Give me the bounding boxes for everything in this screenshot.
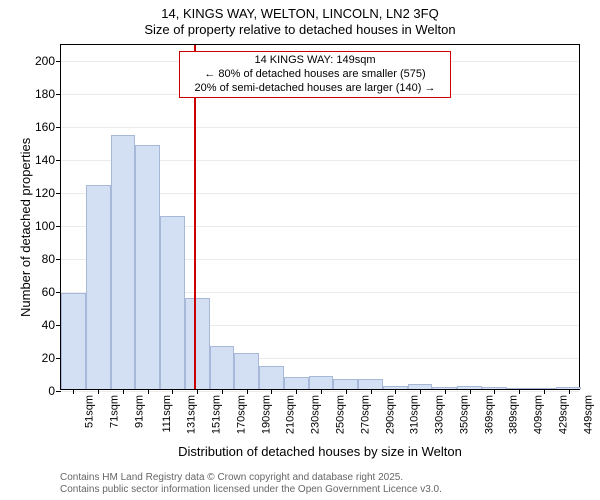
title-line2: Size of property relative to detached ho…	[0, 22, 600, 38]
x-tick-label: 71sqm	[109, 395, 121, 428]
x-tick-mark	[197, 389, 198, 394]
x-tick-label: 369sqm	[483, 395, 495, 434]
x-tick-label: 330sqm	[434, 395, 446, 434]
x-tick-mark	[569, 389, 570, 394]
x-tick-mark	[271, 389, 272, 394]
y-tick-label: 140	[35, 153, 55, 167]
footer-text: Contains HM Land Registry data © Crown c…	[60, 472, 442, 496]
x-tick-mark	[445, 389, 446, 394]
x-tick-label: 111sqm	[160, 395, 172, 433]
x-tick-label: 131sqm	[186, 395, 198, 434]
x-tick-mark	[470, 389, 471, 394]
x-tick-label: 51sqm	[84, 395, 96, 428]
chart-title: 14, KINGS WAY, WELTON, LINCOLN, LN2 3FQ …	[0, 0, 600, 39]
x-tick-label: 170sqm	[236, 395, 248, 434]
x-tick-label: 429sqm	[557, 395, 569, 434]
y-tick-mark	[56, 226, 61, 227]
y-tick-mark	[56, 259, 61, 260]
y-tick-label: 20	[42, 351, 55, 365]
gridline	[61, 391, 579, 392]
footer-line2: Contains public sector information licen…	[60, 484, 442, 496]
annotation-box: 14 KINGS WAY: 149sqm← 80% of detached ho…	[179, 51, 451, 98]
histogram-bar	[185, 298, 210, 389]
x-tick-mark	[222, 389, 223, 394]
x-tick-label: 389sqm	[508, 395, 520, 434]
x-tick-label: 190sqm	[260, 395, 272, 434]
x-tick-label: 290sqm	[384, 395, 396, 434]
y-tick-mark	[56, 391, 61, 392]
histogram-bar	[284, 377, 309, 389]
x-tick-label: 210sqm	[285, 395, 297, 434]
x-tick-mark	[519, 389, 520, 394]
x-tick-mark	[346, 389, 347, 394]
x-tick-label: 230sqm	[310, 395, 322, 434]
y-tick-mark	[56, 160, 61, 161]
histogram-bar	[259, 366, 284, 389]
histogram-bar	[234, 353, 259, 389]
x-tick-mark	[371, 389, 372, 394]
title-line1: 14, KINGS WAY, WELTON, LINCOLN, LN2 3FQ	[0, 6, 600, 22]
histogram-bar	[333, 379, 358, 389]
x-tick-mark	[494, 389, 495, 394]
chart-container: 14, KINGS WAY, WELTON, LINCOLN, LN2 3FQ …	[0, 0, 600, 500]
x-tick-mark	[98, 389, 99, 394]
x-tick-mark	[247, 389, 248, 394]
x-tick-mark	[544, 389, 545, 394]
annotation-line: ← 80% of detached houses are smaller (57…	[184, 68, 446, 82]
histogram-bar	[160, 216, 185, 389]
y-tick-label: 0	[48, 384, 55, 398]
histogram-bar	[61, 293, 86, 389]
x-tick-mark	[123, 389, 124, 394]
y-tick-label: 40	[42, 318, 55, 332]
histogram-bar	[210, 346, 235, 389]
x-tick-label: 310sqm	[409, 395, 421, 434]
y-axis-title: Number of detached properties	[18, 138, 33, 317]
x-tick-mark	[296, 389, 297, 394]
gridline	[61, 127, 579, 128]
x-tick-label: 350sqm	[458, 395, 470, 434]
y-tick-label: 60	[42, 285, 55, 299]
x-tick-label: 151sqm	[211, 395, 223, 434]
x-tick-label: 91sqm	[133, 395, 145, 428]
histogram-bar	[111, 135, 136, 389]
y-tick-mark	[56, 94, 61, 95]
y-tick-mark	[56, 127, 61, 128]
annotation-line: 20% of semi-detached houses are larger (…	[184, 82, 446, 96]
x-tick-label: 409sqm	[533, 395, 545, 434]
histogram-bar	[309, 376, 334, 389]
annotation-line: 14 KINGS WAY: 149sqm	[184, 54, 446, 68]
y-tick-label: 80	[42, 252, 55, 266]
footer-line1: Contains HM Land Registry data © Crown c…	[60, 472, 442, 484]
x-tick-mark	[73, 389, 74, 394]
y-tick-label: 160	[35, 120, 55, 134]
x-tick-mark	[172, 389, 173, 394]
x-tick-mark	[148, 389, 149, 394]
x-tick-label: 270sqm	[359, 395, 371, 434]
histogram-bar	[86, 185, 111, 389]
histogram-bar	[358, 379, 383, 389]
x-tick-mark	[321, 389, 322, 394]
x-axis-title: Distribution of detached houses by size …	[60, 444, 580, 459]
x-tick-mark	[395, 389, 396, 394]
histogram-bar	[135, 145, 160, 389]
y-tick-mark	[56, 61, 61, 62]
y-tick-label: 180	[35, 87, 55, 101]
x-tick-label: 250sqm	[335, 395, 347, 434]
y-tick-mark	[56, 193, 61, 194]
x-tick-mark	[420, 389, 421, 394]
plot-area: 02040608010012014016018020051sqm71sqm91s…	[60, 44, 580, 390]
y-tick-label: 100	[35, 219, 55, 233]
y-tick-label: 120	[35, 186, 55, 200]
x-tick-label: 449sqm	[582, 395, 594, 434]
y-tick-label: 200	[35, 54, 55, 68]
